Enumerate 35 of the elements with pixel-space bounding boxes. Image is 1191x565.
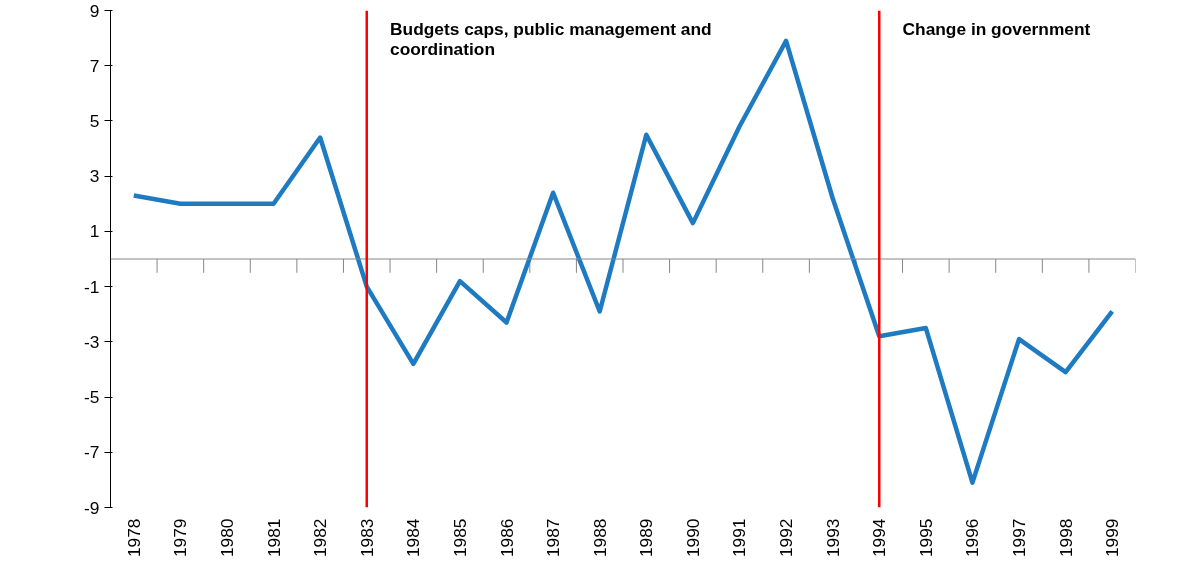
x-tick-label: 1981 [263, 518, 284, 558]
x-tick-label: 1995 [915, 518, 936, 558]
x-tick-label: 1983 [356, 518, 377, 558]
x-tick-label: 1980 [216, 518, 237, 558]
x-tick-label: 1992 [776, 518, 797, 558]
x-tick-label: 1985 [449, 518, 470, 558]
x-tick-label: 1994 [869, 518, 890, 558]
x-tick-label: 1982 [310, 518, 331, 558]
y-tick-label: -9 [84, 497, 100, 518]
x-tick-label: 1978 [123, 518, 144, 558]
y-tick-label: 1 [89, 221, 100, 242]
y-tick-label: 9 [89, 0, 100, 21]
x-tick-label: 1993 [822, 518, 843, 558]
x-tick-label: 1979 [170, 518, 191, 558]
ref-line-label: Change in government [902, 18, 1091, 39]
x-tick-label: 1996 [962, 518, 983, 558]
x-tick-label: 1999 [1102, 518, 1123, 558]
y-tick-label: 3 [89, 166, 100, 187]
y-tick-label: -7 [84, 442, 100, 463]
y-tick-label: -5 [84, 387, 100, 408]
x-tick-label: 1991 [729, 518, 750, 558]
x-tick-label: 1990 [682, 518, 703, 558]
x-tick-label: 1997 [1009, 518, 1030, 558]
y-tick-label: 7 [89, 55, 100, 76]
x-tick-label: 1989 [636, 518, 657, 558]
y-tick-label: -3 [84, 331, 100, 352]
x-tick-label: 1998 [1055, 518, 1076, 558]
x-tick-label: 1988 [589, 518, 610, 558]
x-tick-label: 1984 [403, 518, 424, 558]
line-series [131, 38, 1115, 485]
y-tick-label: -1 [84, 276, 100, 297]
y-tick-label: 5 [89, 110, 100, 131]
x-tick-label: 1987 [543, 518, 564, 558]
x-tick-label: 1986 [496, 518, 517, 558]
ref-line-label: Budgets caps, public management and coordination [390, 18, 712, 60]
